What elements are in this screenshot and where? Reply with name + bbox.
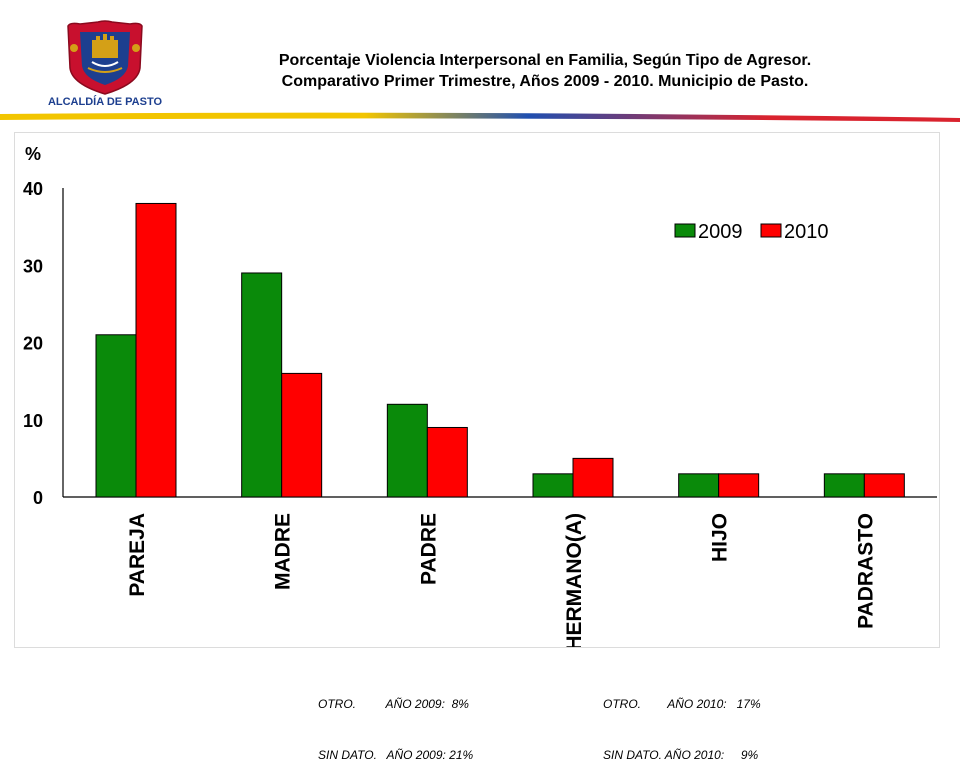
bar-2010-hermanoa [572,457,614,498]
bar-chart: % 0 10 20 30 40 PAREJA MADRE PADRE HERMANO(A) HIJ… [23,144,937,647]
logo-text: ALCALDÍA DE PASTO [48,95,163,108]
bar-2009-padre [386,403,428,498]
alcaldia-logo: ALCALDÍA DE PASTO [48,20,163,108]
bar-2010-padrasto [863,473,905,498]
category-label: PAREJA [126,513,149,597]
header-banner [0,112,960,122]
category-label: HERMANO(A) [563,513,586,647]
legend-label-2009: 2009 [698,221,743,243]
y-tick-label: 30 [23,256,43,276]
bar-2009-hermanoa [532,473,574,498]
bar-2009-hijo [678,473,720,498]
y-tick-label: 40 [23,179,43,199]
y-axis-label: % [25,144,41,164]
y-tick-label: 0 [33,488,43,508]
chart-frame: % 0 10 20 30 40 PAREJA MADRE PADRE HERMANO(A) HIJ… [14,132,940,648]
category-label: PADRASTO [854,513,877,629]
legend-label-2010: 2010 [784,221,829,243]
bar-2009-pareja [95,334,137,498]
category-label: PADRE [417,513,440,585]
category-label: HIJO [709,513,732,562]
footnote-left-line-2: SIN DATO. AÑO 2009: 21% [318,748,474,762]
bar-2009-madre [241,272,283,498]
bar-2010-padre [426,426,468,498]
y-tick-label: 10 [23,411,43,431]
title-line-2: Comparativo Primer Trimestre, Años 2009 … [281,73,809,90]
bar-2010-pareja [135,202,177,498]
footnote-right-line-1: OTRO. AÑO 2010: 17% [603,697,761,711]
footnote-left-line-1: OTRO. AÑO 2009: 8% [318,697,469,711]
page-title: Porcentaje Violencia Interpersonal en Fa… [180,50,910,92]
bar-2010-madre [281,372,323,498]
y-tick-label: 20 [23,334,43,354]
category-label: MADRE [272,513,295,590]
footnote-right: OTRO. AÑO 2010: 17% SIN DATO. AÑO 2010: … [603,662,761,781]
title-line-1: Porcentaje Violencia Interpersonal en Fa… [278,52,812,69]
footnote-right-line-2: SIN DATO. AÑO 2010: 9% [603,748,759,762]
bar-2010-hijo [718,473,760,498]
footnote-left: OTRO. AÑO 2009: 8% SIN DATO. AÑO 2009: 2… [318,662,473,781]
legend-swatch-2009 [674,223,696,238]
bar-2009-padrasto [823,473,865,498]
legend-swatch-2010 [760,223,782,238]
